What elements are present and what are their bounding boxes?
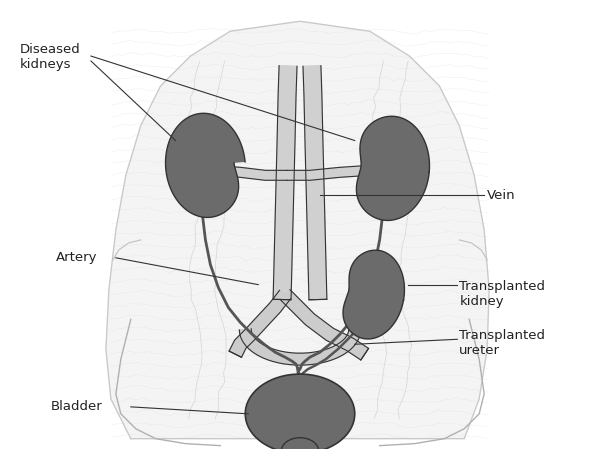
Text: Diseased
kidneys: Diseased kidneys <box>19 43 80 71</box>
Text: Transplanted
kidney: Transplanted kidney <box>459 279 545 308</box>
Polygon shape <box>106 21 489 439</box>
Polygon shape <box>343 250 404 339</box>
Text: Artery: Artery <box>56 251 98 264</box>
Polygon shape <box>273 66 297 300</box>
Ellipse shape <box>245 374 355 450</box>
Text: Transplanted
ureter: Transplanted ureter <box>459 329 545 357</box>
Polygon shape <box>280 290 368 360</box>
Ellipse shape <box>281 438 319 450</box>
Text: Vein: Vein <box>487 189 516 202</box>
Text: Bladder: Bladder <box>51 400 103 414</box>
Polygon shape <box>200 163 287 180</box>
Polygon shape <box>287 163 390 180</box>
Polygon shape <box>166 113 245 217</box>
Polygon shape <box>239 329 361 365</box>
Polygon shape <box>229 290 290 357</box>
Polygon shape <box>303 66 327 300</box>
Polygon shape <box>356 116 430 220</box>
